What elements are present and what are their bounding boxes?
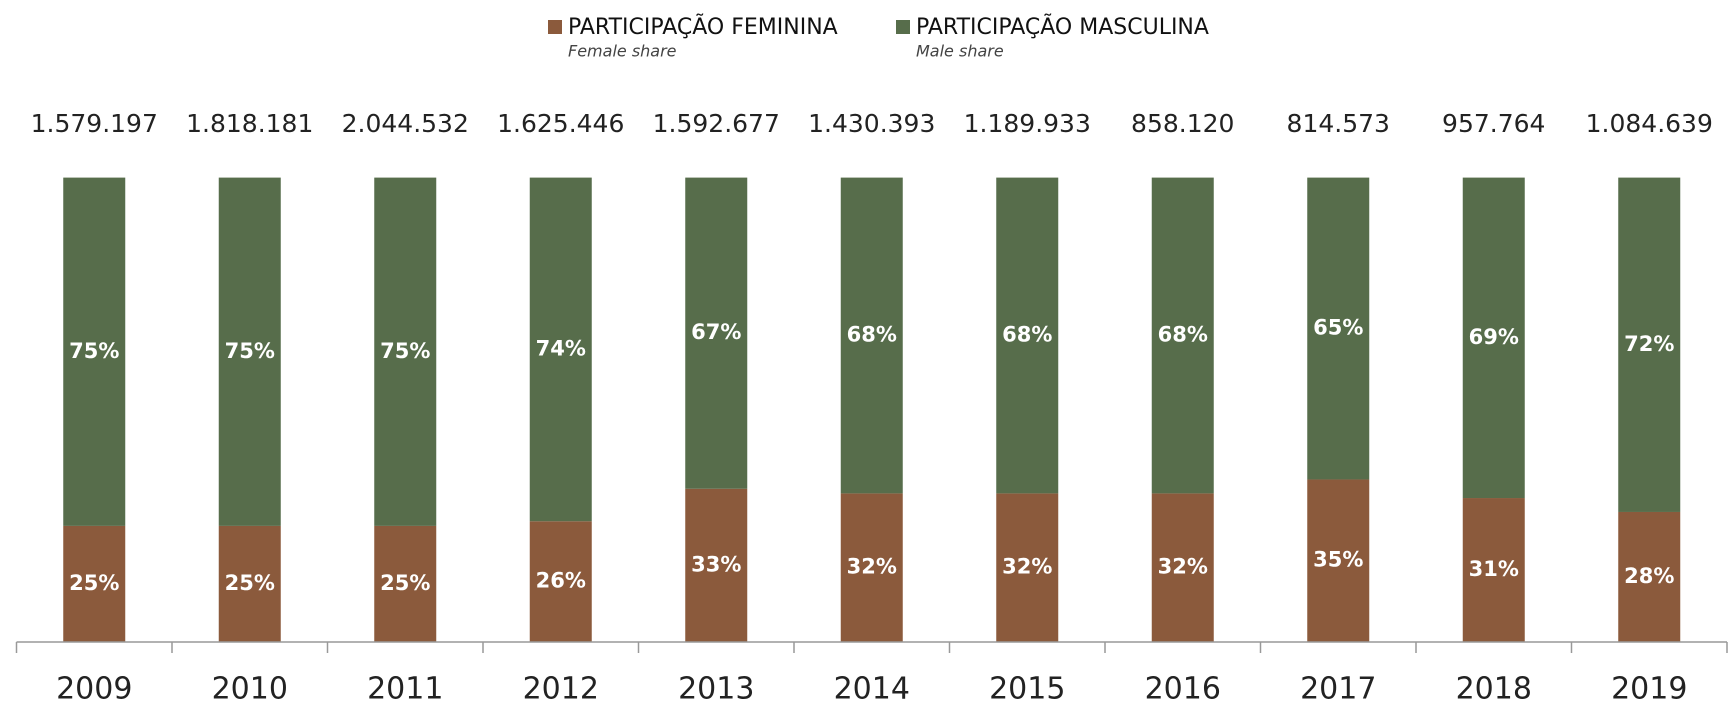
bar-segment xyxy=(1462,177,1525,499)
total-label: 1.430.393 xyxy=(808,109,935,138)
data-label: 25% xyxy=(380,571,430,595)
x-tick-label: 2018 xyxy=(1456,672,1532,706)
legend-swatch xyxy=(548,20,562,34)
data-label: 75% xyxy=(380,339,430,363)
bar-segment xyxy=(1151,177,1214,494)
data-label: 31% xyxy=(1469,557,1519,581)
bar-segment xyxy=(840,177,903,494)
x-tick-label: 2012 xyxy=(523,672,599,706)
data-label: 26% xyxy=(536,569,586,593)
x-tick-label: 2015 xyxy=(989,672,1065,706)
bar-segment xyxy=(685,177,748,489)
data-label: 74% xyxy=(536,336,586,360)
data-label: 33% xyxy=(691,552,741,576)
x-tick-label: 2009 xyxy=(56,672,132,706)
total-label: 1.625.446 xyxy=(497,109,624,138)
total-label: 957.764 xyxy=(1442,109,1545,138)
data-label: 69% xyxy=(1469,325,1519,349)
data-label: 67% xyxy=(691,320,741,344)
bar-segment xyxy=(840,493,903,642)
legend-label: PARTICIPAÇÃO FEMININA xyxy=(568,13,838,40)
total-label: 1.818.181 xyxy=(186,109,313,138)
total-label: 1.592.677 xyxy=(653,109,780,138)
data-label: 35% xyxy=(1313,548,1363,572)
data-label: 25% xyxy=(69,571,119,595)
bar-segment xyxy=(1618,511,1681,642)
total-label: 814.573 xyxy=(1287,109,1390,138)
bar-segment xyxy=(996,493,1059,642)
bar-segment xyxy=(374,525,437,642)
data-label: 28% xyxy=(1624,564,1674,588)
bar-segment xyxy=(685,488,748,642)
data-label: 32% xyxy=(1002,555,1052,579)
legend-swatch xyxy=(896,20,910,34)
data-label: 25% xyxy=(225,571,275,595)
data-label: 68% xyxy=(1002,322,1052,346)
x-tick-label: 2011 xyxy=(367,672,443,706)
legend-subtitle: Female share xyxy=(568,42,677,61)
bar-segment xyxy=(218,525,281,642)
legend-subtitle: Male share xyxy=(916,42,1004,61)
bar-segment xyxy=(63,525,126,642)
bar-segment xyxy=(374,177,437,526)
bar-segment xyxy=(1307,479,1370,642)
x-tick-label: 2010 xyxy=(212,672,288,706)
bar-segment xyxy=(1151,493,1214,642)
data-label: 68% xyxy=(847,322,897,346)
bar-segment xyxy=(529,521,592,642)
total-label: 1.189.933 xyxy=(964,109,1091,138)
bar-segment xyxy=(1462,498,1525,642)
data-label: 72% xyxy=(1624,332,1674,356)
data-label: 32% xyxy=(847,555,897,579)
bar-segment xyxy=(996,177,1059,494)
data-label: 32% xyxy=(1158,555,1208,579)
bar-segment xyxy=(529,177,592,522)
x-tick-label: 2016 xyxy=(1145,672,1221,706)
data-label: 68% xyxy=(1158,322,1208,346)
bar-segment xyxy=(1618,177,1681,512)
total-label: 2.044.532 xyxy=(342,109,469,138)
data-label: 65% xyxy=(1313,316,1363,340)
legend-label: PARTICIPAÇÃO MASCULINA xyxy=(916,13,1209,40)
total-label: 1.084.639 xyxy=(1586,109,1713,138)
total-label: 1.579.197 xyxy=(31,109,158,138)
total-label: 858.120 xyxy=(1131,109,1234,138)
bar-segment xyxy=(218,177,281,526)
x-tick-label: 2017 xyxy=(1300,672,1376,706)
x-tick-label: 2014 xyxy=(834,672,910,706)
x-tick-label: 2013 xyxy=(678,672,754,706)
data-label: 75% xyxy=(69,339,119,363)
bar-segment xyxy=(63,177,126,526)
x-tick-label: 2019 xyxy=(1611,672,1687,706)
bar-segment xyxy=(1307,177,1370,480)
data-label: 75% xyxy=(225,339,275,363)
